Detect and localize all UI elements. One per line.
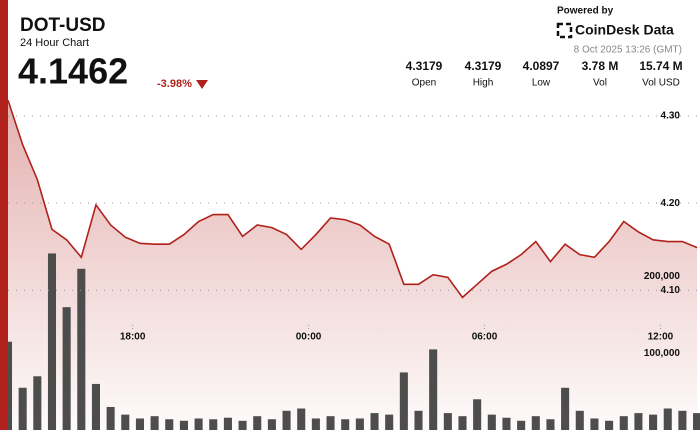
volume-bar: [487, 414, 496, 430]
volume-bar: [517, 420, 526, 430]
volume-bar: [150, 416, 159, 430]
volume-bar: [473, 399, 482, 430]
volume-bar: [135, 418, 144, 430]
volume-bar: [341, 419, 350, 430]
stat-label: High: [473, 78, 494, 89]
volume-bar: [33, 376, 42, 430]
volume-bar: [62, 307, 71, 430]
volume-bar: [47, 253, 57, 430]
volume-bar: [649, 414, 658, 430]
price-line: [7, 99, 698, 299]
volume-bar: [678, 410, 687, 430]
volume-bar: [121, 414, 130, 430]
stat-label: Vol USD: [642, 78, 680, 89]
volume-bar: [561, 387, 570, 430]
stat-value: 15.74 M: [639, 59, 682, 73]
volume-bar: [590, 418, 599, 430]
volume-bar: [693, 413, 700, 430]
y-tick-label: 4.20: [661, 198, 681, 209]
powered-by: Powered by: [557, 6, 614, 17]
volume-bar: [297, 408, 306, 430]
x-tick-label: 12:00: [648, 332, 674, 343]
volume-bar: [194, 418, 203, 430]
volume-bar: [355, 418, 364, 430]
volume-bar: [663, 408, 672, 430]
stat-value: 3.78 M: [582, 59, 619, 73]
change: -3.98%: [157, 78, 192, 90]
down-arrow: [196, 80, 208, 89]
x-tick-label: 00:00: [296, 332, 322, 343]
accent-bar: [0, 0, 8, 430]
volume-bar: [458, 416, 467, 430]
y2-tick-label: 200,000: [644, 271, 681, 282]
volume-bar: [399, 372, 408, 430]
y2-tick-label: 100,000: [644, 348, 681, 359]
volume-bar: [429, 349, 438, 430]
volume-bar: [106, 406, 115, 430]
stat-value: 4.0897: [523, 59, 560, 73]
stat-value: 4.3179: [465, 59, 502, 73]
chart-title: DOT-USD: [20, 15, 106, 36]
brand-logo: [556, 22, 573, 39]
subtitle: 24 Hour Chart: [20, 37, 89, 49]
brand: CoinDesk Data: [575, 22, 674, 38]
volume-bar: [605, 420, 614, 430]
volume-bar: [223, 417, 232, 430]
price: 4.1462: [18, 51, 128, 92]
volume-bar: [77, 268, 86, 430]
volume-bar: [619, 416, 628, 430]
x-tick-label: 18:00: [120, 332, 146, 343]
stat-label: Open: [412, 78, 436, 89]
volume-bar: [414, 410, 423, 430]
volume-bar: [238, 420, 247, 430]
y-tick-label: 4.10: [661, 285, 681, 296]
volume-bar: [209, 419, 218, 430]
volume-bar: [91, 383, 100, 430]
volume-bar: [385, 414, 394, 430]
stat-value: 4.3179: [406, 59, 443, 73]
volume-bar: [282, 410, 291, 430]
volume-bar: [18, 387, 27, 430]
volume-bar: [311, 418, 320, 430]
y-tick-label: 4.30: [661, 111, 681, 122]
area-fill: [8, 100, 698, 430]
stat-label: Vol: [593, 78, 607, 89]
volume-bar: [575, 410, 584, 430]
stat-label: Low: [532, 78, 551, 89]
volume-bar: [531, 416, 540, 430]
timestamp: 8 Oct 2025 13:26 (GMT): [574, 45, 682, 56]
volume-bar: [370, 413, 379, 430]
volume-bar: [179, 420, 188, 430]
volume-bar: [546, 419, 555, 430]
volume-bar: [326, 416, 335, 430]
volume-bar: [634, 413, 643, 430]
volume-bar: [267, 419, 276, 430]
volume-bar: [253, 416, 262, 430]
volume-bar: [165, 419, 174, 430]
volume-bar: [502, 417, 511, 430]
x-tick-label: 06:00: [472, 332, 498, 343]
volume-bar: [443, 413, 452, 430]
